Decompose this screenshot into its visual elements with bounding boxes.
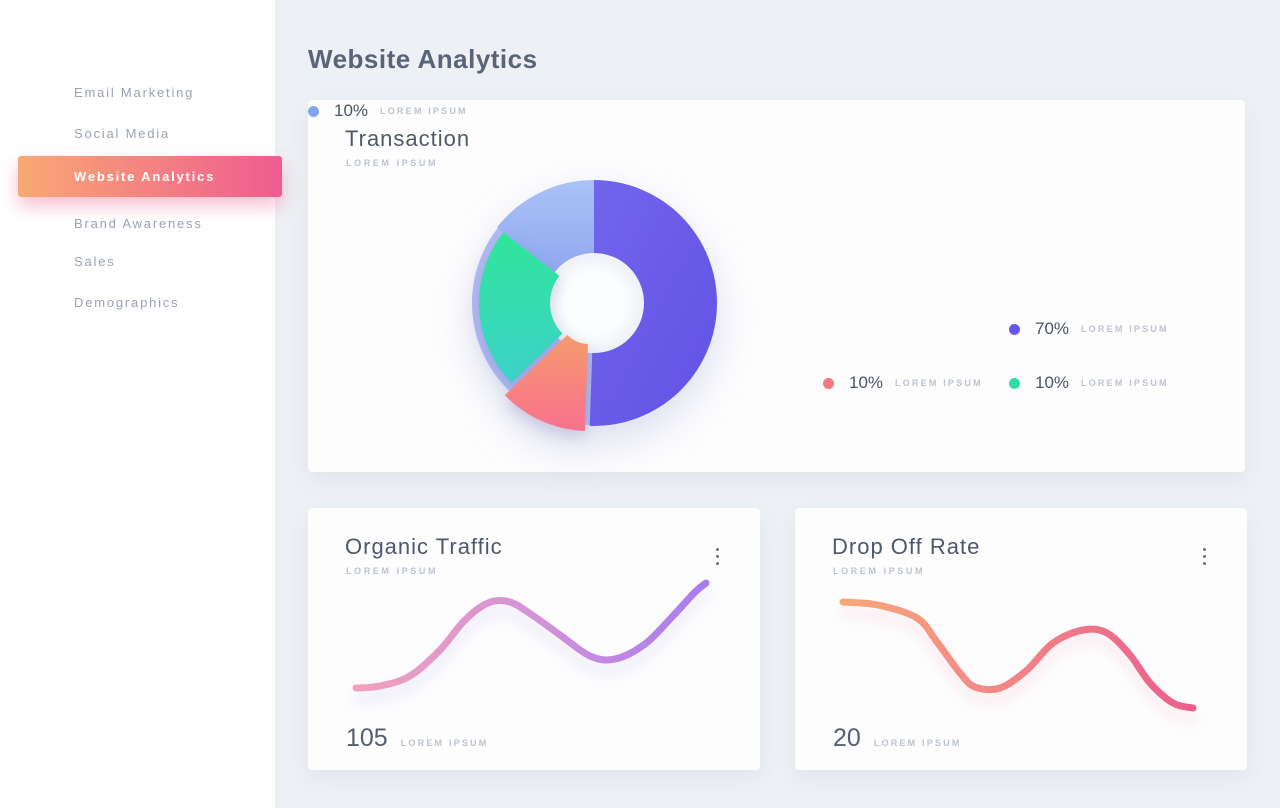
transaction-donut-chart — [472, 180, 717, 431]
sidebar: Email Marketing Social Media Website Ana… — [0, 0, 282, 808]
organic-traffic-card: Organic Traffic LOREM IPSUM 105 LOREM IP… — [308, 508, 760, 770]
legend-label: LOREM IPSUM — [1081, 324, 1169, 334]
legend-label: LOREM IPSUM — [1081, 378, 1169, 388]
organic-traffic-value-label: LOREM IPSUM — [400, 738, 489, 748]
legend-dot-blue — [308, 105, 319, 117]
drop-off-rate-title: Drop Off Rate — [832, 534, 981, 559]
transaction-card: Transaction LOREM IPSUM 70% LOREM IPSUM … — [308, 100, 1245, 472]
sidebar-item-brand-awareness[interactable]: Brand Awareness — [74, 216, 203, 231]
sidebar-item-email-marketing[interactable]: Email Marketing — [74, 85, 195, 100]
legend-dot-green — [1009, 377, 1020, 389]
organic-traffic-title: Organic Traffic — [345, 534, 503, 559]
legend-item-red: 10% LOREM IPSUM — [823, 372, 983, 394]
legend-value: 70% — [1035, 319, 1070, 338]
legend-value: 10% — [1035, 373, 1070, 392]
organic-traffic-subtitle: LOREM IPSUM — [346, 566, 439, 576]
organic-traffic-value: 105 — [346, 724, 388, 752]
page-title: Website Analytics — [308, 44, 538, 74]
transaction-card-subtitle: LOREM IPSUM — [346, 158, 439, 168]
organic-traffic-chart — [352, 579, 710, 692]
legend-value: 10% — [334, 101, 369, 120]
sidebar-item-demographics[interactable]: Demographics — [74, 295, 180, 310]
legend-value: 10% — [849, 373, 884, 392]
drop-off-value-label: LOREM IPSUM — [873, 738, 962, 748]
drop-off-rate-subtitle: LOREM IPSUM — [833, 566, 926, 576]
legend-dot-red — [823, 377, 834, 389]
legend-label: LOREM IPSUM — [895, 378, 983, 388]
drop-off-chart — [839, 598, 1197, 712]
drop-off-value: 20 — [833, 724, 861, 752]
legend-item-blue: 10% LOREM IPSUM — [308, 100, 468, 122]
legend-dot-purple — [1009, 323, 1020, 335]
sidebar-item-website-analytics[interactable]: Website Analytics — [18, 156, 282, 197]
legend-label: LOREM IPSUM — [380, 106, 468, 116]
organic-traffic-value-row: 105 LOREM IPSUM — [346, 724, 488, 753]
more-options-icon[interactable] — [1194, 542, 1214, 570]
legend-item-green: 10% LOREM IPSUM — [1009, 372, 1169, 394]
more-options-icon[interactable] — [707, 542, 727, 570]
sidebar-item-social-media[interactable]: Social Media — [74, 126, 171, 141]
drop-off-value-row: 20 LOREM IPSUM — [833, 724, 962, 753]
legend-item-purple: 70% LOREM IPSUM — [1009, 318, 1169, 340]
sidebar-item-sales[interactable]: Sales — [74, 254, 116, 269]
drop-off-rate-card: Drop Off Rate LOREM IPSUM 20 LOREM IPSUM — [795, 508, 1247, 770]
transaction-card-title: Transaction — [345, 126, 471, 151]
